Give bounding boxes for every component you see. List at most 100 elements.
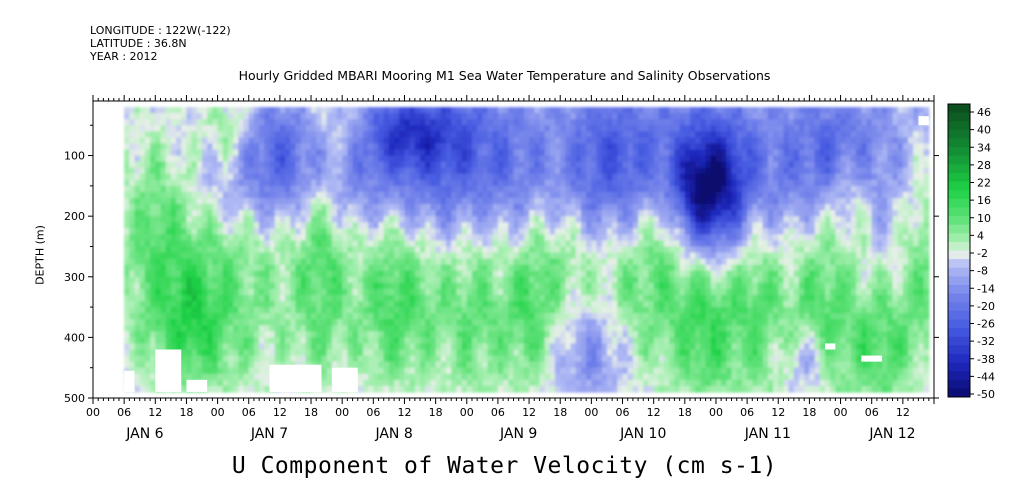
heatmap-cell bbox=[176, 307, 182, 314]
heatmap-cell bbox=[165, 264, 172, 272]
heatmap-cell bbox=[279, 282, 286, 290]
heatmap-cell bbox=[664, 107, 670, 114]
heatmap-cell bbox=[414, 349, 421, 357]
heatmap-cell bbox=[279, 234, 286, 241]
heatmap-cell bbox=[279, 228, 286, 235]
heatmap-cell bbox=[191, 125, 198, 132]
heatmap-cell bbox=[321, 373, 328, 381]
heatmap-cell bbox=[565, 167, 572, 175]
heatmap-cell bbox=[622, 258, 629, 266]
heatmap-cell bbox=[627, 113, 634, 120]
heatmap-cell bbox=[368, 240, 374, 248]
heatmap-cell bbox=[352, 107, 359, 114]
heatmap-cell bbox=[368, 167, 374, 175]
heatmap-cell bbox=[373, 295, 380, 302]
heatmap-cell bbox=[155, 131, 162, 138]
heatmap-cell bbox=[160, 143, 167, 151]
heatmap-cell bbox=[373, 325, 380, 332]
heatmap-cell bbox=[591, 173, 598, 181]
heatmap-cell bbox=[212, 252, 219, 260]
heatmap-cell bbox=[352, 198, 359, 205]
heatmap-cell bbox=[409, 240, 416, 248]
heatmap-cell bbox=[669, 270, 675, 278]
heatmap-cell bbox=[305, 119, 312, 126]
heatmap-cell bbox=[368, 222, 374, 229]
heatmap-cell bbox=[632, 319, 639, 326]
heatmap-cell bbox=[425, 343, 431, 351]
heatmap-cell bbox=[466, 107, 473, 114]
heatmap-cell bbox=[155, 301, 162, 308]
heatmap-cell bbox=[269, 325, 276, 332]
heatmap-cell bbox=[409, 234, 416, 241]
heatmap-cell bbox=[539, 155, 546, 163]
heatmap-cell bbox=[264, 325, 271, 332]
heatmap-cell bbox=[274, 295, 281, 302]
heatmap-cell bbox=[342, 222, 348, 229]
heatmap-cell bbox=[253, 161, 260, 169]
heatmap-cell bbox=[430, 264, 437, 272]
heatmap-cell bbox=[305, 288, 312, 296]
heatmap-cell bbox=[321, 240, 328, 248]
heatmap-cell bbox=[409, 161, 416, 169]
heatmap-cell bbox=[549, 204, 556, 211]
heatmap-cell bbox=[586, 367, 592, 375]
heatmap-cell bbox=[617, 252, 624, 260]
heatmap-cell bbox=[321, 264, 328, 272]
heatmap-cell bbox=[596, 191, 603, 199]
heatmap-cell bbox=[440, 313, 447, 320]
heatmap-cell bbox=[430, 258, 437, 266]
heatmap-cell bbox=[399, 149, 406, 157]
heatmap-cell bbox=[222, 276, 229, 284]
heatmap-cell bbox=[487, 179, 494, 187]
heatmap-cell bbox=[373, 143, 380, 151]
heatmap-cell bbox=[523, 143, 530, 151]
heatmap-cell bbox=[430, 337, 437, 345]
heatmap-cell bbox=[601, 325, 608, 332]
heatmap-cell bbox=[170, 282, 177, 290]
heatmap-cell bbox=[383, 234, 390, 241]
heatmap-cell bbox=[664, 113, 670, 120]
heatmap-cell bbox=[446, 282, 452, 290]
heatmap-cell bbox=[425, 246, 431, 254]
heatmap-cell bbox=[165, 337, 172, 345]
heatmap-cell bbox=[617, 113, 624, 120]
heatmap-cell bbox=[124, 252, 130, 260]
heatmap-cell bbox=[658, 288, 665, 296]
heatmap-cell bbox=[326, 119, 333, 126]
heatmap-cell bbox=[544, 198, 551, 205]
heatmap-cell bbox=[202, 264, 208, 272]
heatmap-cell bbox=[368, 191, 374, 199]
heatmap-cell bbox=[596, 179, 603, 187]
heatmap-cell bbox=[331, 155, 338, 163]
heatmap-cell bbox=[534, 252, 541, 260]
heatmap-cell bbox=[253, 270, 260, 278]
heatmap-cell bbox=[129, 161, 136, 169]
heatmap-cell bbox=[658, 246, 665, 254]
heatmap-cell bbox=[264, 252, 271, 260]
heatmap-cell bbox=[658, 361, 665, 369]
heatmap-cell bbox=[638, 264, 644, 272]
heatmap-cell bbox=[253, 143, 260, 151]
heatmap-cell bbox=[285, 119, 291, 126]
heatmap-cell bbox=[176, 119, 182, 126]
heatmap-cell bbox=[555, 355, 561, 363]
heatmap-cell bbox=[207, 240, 213, 248]
heatmap-cell bbox=[487, 295, 494, 302]
heatmap-cell bbox=[352, 258, 359, 266]
heatmap-cell bbox=[477, 185, 483, 193]
heatmap-cell bbox=[627, 252, 634, 260]
heatmap-cell bbox=[300, 319, 307, 326]
heatmap-cell bbox=[456, 252, 463, 260]
heatmap-cell bbox=[129, 107, 136, 114]
heatmap-cell bbox=[238, 185, 245, 193]
heatmap-cell bbox=[165, 167, 172, 175]
heatmap-cell bbox=[648, 349, 655, 357]
heatmap-cell bbox=[217, 355, 224, 363]
heatmap-cell bbox=[181, 325, 188, 332]
heatmap-cell bbox=[243, 198, 250, 205]
heatmap-cell bbox=[586, 258, 592, 266]
heatmap-cell bbox=[316, 107, 322, 114]
heatmap-cell bbox=[404, 137, 411, 145]
heatmap-cell bbox=[451, 246, 457, 254]
heatmap-cell bbox=[648, 295, 655, 302]
